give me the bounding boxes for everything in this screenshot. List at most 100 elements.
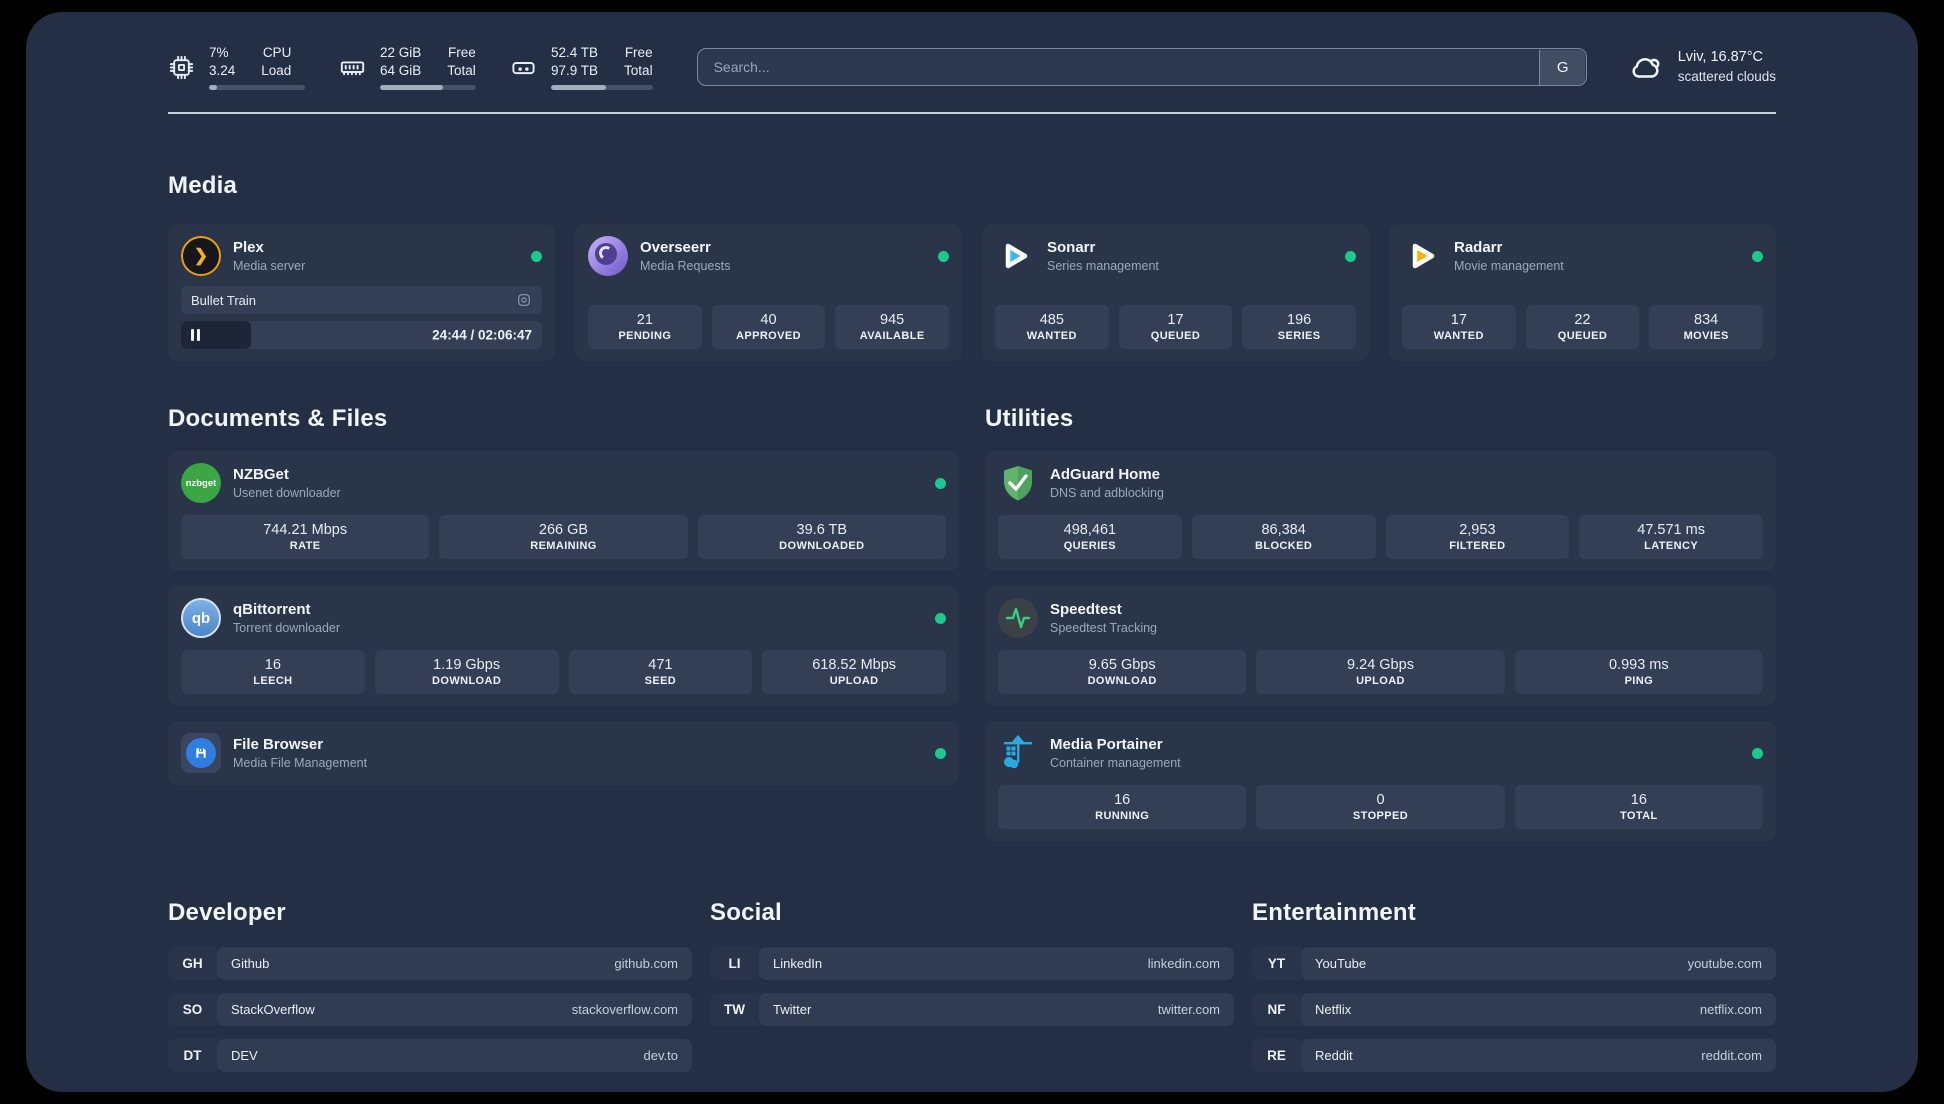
- session-disc-icon[interactable]: [516, 292, 532, 308]
- app-name: Radarr: [1454, 239, 1503, 257]
- status-dot-online: [1752, 747, 1763, 759]
- app-card-overseerr[interactable]: Overseerr Media Requests 21 PENDING 40 A…: [575, 224, 962, 361]
- bookmark-url: stackoverflow.com: [571, 1002, 678, 1017]
- bookmark-linkedin[interactable]: LI LinkedIn linkedin.com: [710, 947, 1234, 980]
- cloud-icon: [1627, 48, 1665, 86]
- memory-total-value: 64 GiB: [380, 63, 422, 78]
- stat-tile: 196 SERIES: [1242, 305, 1356, 349]
- bookmark-name: Twitter: [773, 1002, 812, 1017]
- stat-tile: 47.571 ms LATENCY: [1579, 515, 1763, 559]
- bookmark-name: DEV: [231, 1048, 258, 1063]
- cpu-stat: 7% 3.24 CPU Load: [168, 44, 305, 90]
- stat-tile: 16 TOTAL: [1514, 785, 1763, 829]
- cpu-load-value: 3.24: [209, 63, 236, 78]
- bookmark-abbr: NF: [1252, 993, 1301, 1026]
- section-title-media: Media: [168, 172, 238, 199]
- cpu-progress-bar: [209, 84, 305, 90]
- memory-stat: 22 GiB 64 GiB Free Total: [339, 44, 476, 90]
- now-playing-title-row[interactable]: Bullet Train: [181, 286, 542, 314]
- bookmark-abbr: GH: [168, 947, 217, 980]
- app-card-portainer[interactable]: Media Portainer Container management 16 …: [985, 721, 1776, 841]
- status-dot-online: [938, 250, 949, 262]
- sonarr-icon: [995, 236, 1035, 276]
- stat-tile: 9.65 Gbps DOWNLOAD: [998, 650, 1247, 694]
- stat-tile: 744.21 Mbps RATE: [181, 515, 430, 559]
- stat-tile: 21 PENDING: [588, 305, 702, 349]
- disk-free-value: 52.4 TB: [551, 45, 599, 61]
- app-name: Overseerr: [640, 239, 711, 257]
- disk-total-label: Total: [624, 63, 653, 78]
- app-card-nzbget[interactable]: nzbget NZBGet Usenet downloader 744.21 M…: [168, 451, 959, 571]
- bookmark-reddit[interactable]: RE Reddit reddit.com: [1252, 1039, 1776, 1072]
- app-card-filebrowser[interactable]: File Browser Media File Management: [168, 721, 959, 785]
- app-name: Media Portainer: [1050, 736, 1163, 754]
- app-card-adguard[interactable]: AdGuard Home DNS and adblocking 498,461 …: [985, 451, 1776, 571]
- app-card-plex[interactable]: ❯ Plex Media server Bullet Train: [168, 224, 555, 361]
- bookmark-github[interactable]: GH Github github.com: [168, 947, 692, 980]
- system-stats: 7% 3.24 CPU Load: [168, 44, 653, 90]
- pause-icon[interactable]: [191, 329, 200, 341]
- bookmark-url: twitter.com: [1157, 1002, 1220, 1017]
- app-description: Media Requests: [640, 258, 731, 273]
- search-engine-button[interactable]: G: [1539, 49, 1586, 85]
- disk-total-value: 97.9 TB: [551, 63, 599, 78]
- weather-location-temp: Lviv, 16.87°C: [1677, 49, 1764, 66]
- app-description: Movie management: [1454, 258, 1564, 273]
- app-description: Usenet downloader: [233, 485, 341, 500]
- dashboard-panel: 7% 3.24 CPU Load: [26, 12, 1918, 1092]
- stat-tile: 40 APPROVED: [711, 305, 826, 349]
- plex-icon: ❯: [181, 236, 221, 276]
- overseerr-icon: [588, 236, 628, 276]
- app-description: Container management: [1050, 755, 1181, 770]
- app-description: Torrent downloader: [233, 620, 341, 635]
- radarr-icon: [1402, 236, 1442, 276]
- search-input[interactable]: [696, 48, 1587, 86]
- memory-icon: [339, 54, 366, 81]
- app-description: Media File Management: [233, 755, 368, 770]
- weather-widget[interactable]: Lviv, 16.87°C scattered clouds: [1627, 48, 1776, 86]
- cpu-label: CPU: [262, 45, 292, 61]
- app-card-qbittorrent[interactable]: qb qBittorrent Torrent downloader 16: [168, 586, 959, 706]
- bookmark-abbr: DT: [168, 1039, 217, 1072]
- bookmark-url: dev.to: [643, 1048, 678, 1063]
- bookmark-name: StackOverflow: [231, 1002, 315, 1017]
- bookmark-stackoverflow[interactable]: SO StackOverflow stackoverflow.com: [168, 993, 692, 1026]
- bookmark-url: reddit.com: [1701, 1048, 1762, 1063]
- section-developer: Developer GH Github github.com SO StackO…: [168, 899, 692, 1072]
- section-media: Media ❯ Plex Media server Bullet Tr: [168, 172, 1776, 361]
- bookmark-twitter[interactable]: TW Twitter twitter.com: [710, 993, 1234, 1026]
- app-card-sonarr[interactable]: Sonarr Series management 485 WANTED 17 Q…: [982, 224, 1369, 361]
- stat-tile: 0 STOPPED: [1256, 785, 1505, 829]
- memory-free-label: Free: [448, 45, 476, 61]
- stat-tile: 22 QUEUED: [1525, 305, 1640, 349]
- app-card-radarr[interactable]: Radarr Movie management 17 WANTED 22 QUE…: [1389, 224, 1776, 361]
- stat-tile: 945 AVAILABLE: [835, 305, 949, 349]
- bookmark-netflix[interactable]: NF Netflix netflix.com: [1252, 993, 1776, 1026]
- nzbget-icon: nzbget: [181, 463, 221, 503]
- playback-progress-bar[interactable]: 24:44 / 02:06:47: [181, 321, 542, 349]
- bookmark-youtube[interactable]: YT YouTube youtube.com: [1252, 947, 1776, 980]
- stat-tile: 9.24 Gbps UPLOAD: [1256, 650, 1505, 694]
- bookmark-url: linkedin.com: [1147, 956, 1220, 971]
- app-card-speedtest[interactable]: Speedtest Speedtest Tracking 9.65 Gbps D…: [985, 586, 1776, 706]
- bookmark-abbr: TW: [710, 993, 759, 1026]
- app-description: Series management: [1047, 258, 1159, 273]
- qbittorrent-icon: qb: [181, 598, 221, 638]
- status-dot-online: [1752, 250, 1763, 262]
- stat-tile: 16 RUNNING: [998, 785, 1247, 829]
- bookmark-url: youtube.com: [1687, 956, 1762, 971]
- stat-tile: 1.19 Gbps DOWNLOAD: [374, 650, 559, 694]
- stat-tile: 86,384 BLOCKED: [1191, 515, 1376, 559]
- section-title-utilities: Utilities: [985, 405, 1074, 432]
- section-title-documents: Documents & Files: [168, 405, 388, 432]
- stat-tile: 266 GB REMAINING: [439, 515, 688, 559]
- header: 7% 3.24 CPU Load: [168, 40, 1776, 94]
- memory-free-value: 22 GiB: [380, 45, 422, 61]
- status-dot-online: [935, 747, 946, 759]
- section-utilities: Utilities: [985, 405, 1776, 841]
- memory-total-label: Total: [447, 63, 476, 78]
- plex-now-playing-widget: Bullet Train 24:44 / 02:06:4: [181, 276, 542, 349]
- app-name: Plex: [233, 239, 264, 257]
- bookmark-dev[interactable]: DT DEV dev.to: [168, 1039, 692, 1072]
- stat-tile: 0.993 ms PING: [1514, 650, 1763, 694]
